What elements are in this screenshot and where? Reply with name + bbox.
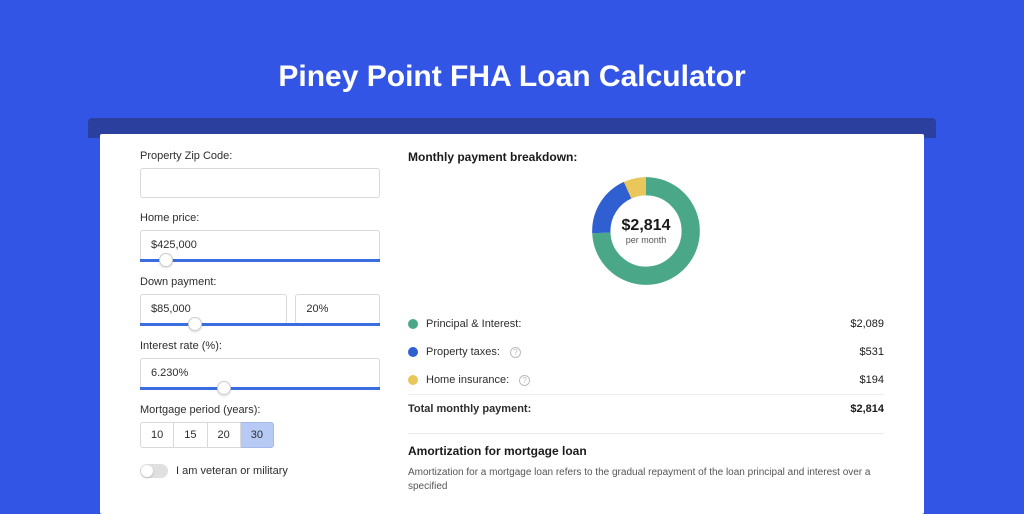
field-home-price: Home price: bbox=[140, 212, 380, 262]
veteran-toggle-row: I am veteran or military bbox=[140, 464, 380, 478]
period-button-group: 10 15 20 30 bbox=[140, 422, 380, 448]
home-price-input[interactable] bbox=[140, 230, 380, 260]
breakdown-label: Property taxes: bbox=[426, 346, 500, 358]
breakdown-column: Monthly payment breakdown: $2,814 per mo… bbox=[408, 150, 884, 514]
dot-taxes-icon bbox=[408, 347, 418, 357]
period-20-button[interactable]: 20 bbox=[208, 422, 241, 448]
interest-input[interactable] bbox=[140, 358, 380, 388]
help-icon[interactable]: ? bbox=[510, 347, 521, 358]
field-period: Mortgage period (years): 10 15 20 30 bbox=[140, 404, 380, 448]
divider bbox=[408, 433, 884, 434]
amortization-title: Amortization for mortgage loan bbox=[408, 444, 884, 458]
donut-chart-wrap: $2,814 per month bbox=[408, 172, 884, 290]
interest-slider[interactable] bbox=[140, 387, 380, 390]
breakdown-value: $531 bbox=[860, 346, 884, 358]
donut-sub: per month bbox=[626, 235, 667, 245]
help-icon[interactable]: ? bbox=[519, 375, 530, 386]
down-payment-input[interactable] bbox=[140, 294, 287, 324]
zip-input[interactable] bbox=[140, 168, 380, 198]
down-payment-label: Down payment: bbox=[140, 276, 380, 288]
field-interest: Interest rate (%): bbox=[140, 340, 380, 390]
period-label: Mortgage period (years): bbox=[140, 404, 380, 416]
breakdown-label: Principal & Interest: bbox=[426, 318, 521, 330]
breakdown-row-taxes: Property taxes: ? $531 bbox=[408, 338, 884, 366]
breakdown-title: Monthly payment breakdown: bbox=[408, 150, 884, 164]
breakdown-row-insurance: Home insurance: ? $194 bbox=[408, 366, 884, 394]
period-30-button[interactable]: 30 bbox=[241, 422, 274, 448]
breakdown-value: $194 bbox=[860, 374, 884, 386]
field-zip: Property Zip Code: bbox=[140, 150, 380, 198]
period-15-button[interactable]: 15 bbox=[174, 422, 207, 448]
breakdown-total-label: Total monthly payment: bbox=[408, 403, 531, 415]
breakdown-value: $2,089 bbox=[850, 318, 884, 330]
veteran-toggle[interactable] bbox=[140, 464, 168, 478]
dot-principal-icon bbox=[408, 319, 418, 329]
breakdown-row-principal: Principal & Interest: $2,089 bbox=[408, 310, 884, 338]
input-column: Property Zip Code: Home price: Down paym… bbox=[140, 150, 380, 514]
home-price-slider[interactable] bbox=[140, 259, 380, 262]
amortization-text: Amortization for a mortgage loan refers … bbox=[408, 466, 884, 494]
period-10-button[interactable]: 10 bbox=[140, 422, 174, 448]
field-down-payment: Down payment: bbox=[140, 276, 380, 326]
down-payment-slider[interactable] bbox=[140, 323, 380, 326]
veteran-label: I am veteran or military bbox=[176, 465, 288, 477]
home-price-label: Home price: bbox=[140, 212, 380, 224]
calculator-card: Property Zip Code: Home price: Down paym… bbox=[100, 134, 924, 514]
page-title: Piney Point FHA Loan Calculator bbox=[100, 60, 924, 94]
dot-insurance-icon bbox=[408, 375, 418, 385]
donut-chart: $2,814 per month bbox=[587, 172, 705, 290]
donut-amount: $2,814 bbox=[622, 217, 671, 235]
breakdown-row-total: Total monthly payment: $2,814 bbox=[408, 394, 884, 423]
breakdown-label: Home insurance: bbox=[426, 374, 509, 386]
breakdown-total-value: $2,814 bbox=[850, 403, 884, 415]
interest-label: Interest rate (%): bbox=[140, 340, 380, 352]
zip-label: Property Zip Code: bbox=[140, 150, 380, 162]
down-payment-pct-input[interactable] bbox=[295, 294, 380, 324]
